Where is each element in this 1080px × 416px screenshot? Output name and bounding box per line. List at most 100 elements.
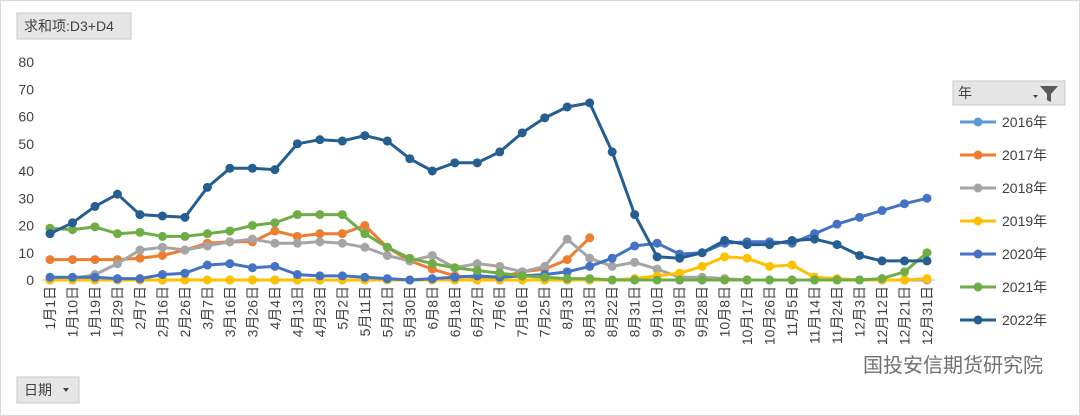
point	[630, 257, 640, 267]
point	[112, 229, 122, 239]
point	[247, 263, 257, 273]
x-tick-label: 11月24日	[829, 286, 845, 344]
x-tick-label: 2月7日	[132, 286, 148, 330]
watermark: 国投安信期货研究院	[863, 354, 1043, 377]
point	[787, 260, 797, 270]
x-tick-label: 8月22日	[604, 286, 620, 337]
point	[292, 238, 302, 248]
point	[292, 270, 302, 280]
legend-marker	[973, 183, 983, 193]
x-tick-label: 7月25日	[537, 286, 553, 337]
point	[855, 212, 865, 222]
point	[697, 261, 707, 271]
point	[630, 210, 640, 220]
point	[180, 268, 190, 278]
point	[180, 212, 190, 222]
point	[90, 201, 100, 211]
point	[112, 189, 122, 199]
legend-marker	[973, 117, 983, 127]
point	[517, 271, 527, 281]
point	[180, 245, 190, 255]
x-tick-label: 3月26日	[244, 286, 260, 337]
point	[900, 199, 910, 209]
point	[720, 252, 730, 262]
axis-button[interactable]	[16, 376, 80, 404]
point	[922, 193, 932, 203]
point	[427, 259, 437, 269]
point	[90, 272, 100, 282]
y-tick-label: 10	[18, 245, 34, 261]
legend-label: 2021年	[1002, 279, 1047, 295]
point	[630, 241, 640, 251]
point	[135, 245, 145, 255]
x-tick-label: 6月27日	[469, 286, 485, 337]
point	[405, 275, 415, 285]
point	[540, 272, 550, 282]
y-tick-label: 0	[26, 272, 34, 288]
point	[360, 131, 370, 141]
point	[427, 250, 437, 260]
point	[67, 218, 77, 228]
point	[787, 275, 797, 285]
x-tick-label: 12月31日	[919, 286, 935, 345]
x-tick-label: 4月23日	[312, 286, 328, 337]
point	[765, 261, 775, 271]
point	[360, 272, 370, 282]
point	[157, 270, 167, 280]
point	[540, 261, 550, 271]
legend-title: 年	[958, 85, 972, 101]
point	[337, 271, 347, 281]
series-line	[49, 101, 927, 263]
point	[315, 237, 325, 247]
point	[450, 158, 460, 168]
point	[247, 163, 257, 173]
point	[810, 275, 820, 285]
point	[202, 241, 212, 251]
point	[135, 253, 145, 263]
point	[90, 255, 100, 265]
x-tick-label: 4月4日	[267, 286, 283, 330]
point	[135, 274, 145, 284]
x-tick-label: 11月14日	[807, 286, 823, 344]
x-tick-label: 7月6日	[492, 286, 508, 330]
filter-button[interactable]	[16, 12, 132, 40]
y-tick-label: 20	[18, 218, 34, 234]
point	[585, 253, 595, 263]
legend-marker	[973, 249, 983, 259]
point	[877, 206, 887, 216]
x-tick-label: 5月21日	[379, 286, 395, 337]
point	[270, 165, 280, 175]
point	[472, 259, 482, 269]
point	[562, 267, 572, 277]
x-tick-label: 9月10日	[649, 286, 665, 337]
point	[405, 253, 415, 263]
point	[382, 242, 392, 252]
point	[135, 227, 145, 237]
point	[67, 272, 77, 282]
x-tick-label: 10月26日	[762, 286, 778, 345]
point	[270, 218, 280, 228]
legend-label: 2017年	[1002, 147, 1047, 163]
x-tick-label: 5月11日	[357, 286, 373, 336]
point	[810, 234, 820, 244]
point	[180, 275, 190, 285]
point	[292, 210, 302, 220]
x-tick-label: 3月16日	[222, 286, 238, 337]
point	[270, 275, 280, 285]
x-tick-label: 8月31日	[627, 286, 643, 337]
filter-icon	[1040, 86, 1058, 102]
point	[652, 275, 662, 285]
point	[900, 256, 910, 266]
point	[247, 221, 257, 230]
point	[202, 275, 212, 285]
point	[270, 261, 280, 271]
point	[225, 275, 235, 285]
point	[585, 274, 595, 284]
point	[607, 275, 617, 285]
legend-marker	[973, 150, 983, 160]
x-tick-label: 1月10日	[64, 286, 80, 337]
point	[495, 261, 505, 271]
point	[720, 235, 730, 245]
point	[427, 274, 437, 284]
point	[562, 255, 572, 265]
